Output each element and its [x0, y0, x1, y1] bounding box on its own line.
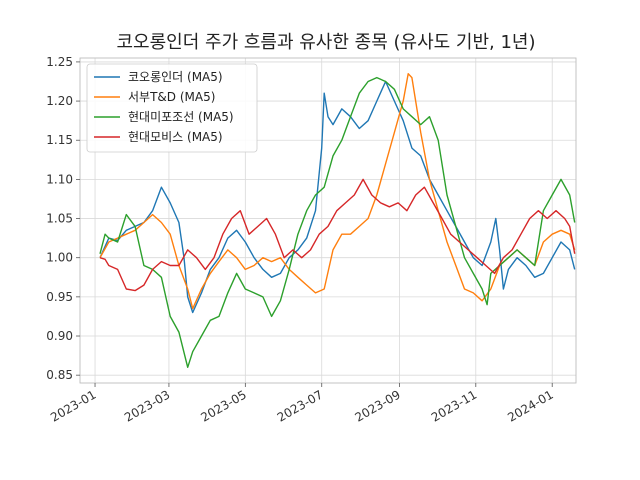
legend: 코오롱인더 (MA5) 서부T&D (MA5) 현대미포조선 (MA5) 현대모비스 …: [86, 63, 258, 153]
y-tick-label: 0.95: [46, 290, 73, 304]
plot-area-frame: [79, 57, 577, 384]
y-tick-label: 0.90: [46, 329, 73, 343]
chart-title: 코오롱인더 주가 흐름과 유사한 종목 (유사도 기반, 1년): [116, 32, 535, 53]
x-axis: 2023-01 2023-03 2023-05 2023-07 2023-09 2023-…: [48, 383, 556, 425]
y-tick-label: 1.25: [46, 55, 73, 69]
series-line-3: [99, 178, 576, 292]
y-tick-label: 1.20: [46, 94, 73, 108]
x-tick-label: 2024-01: [505, 387, 555, 424]
y-tick-label: 1.05: [46, 212, 73, 226]
x-tick-label: 2023-07: [275, 387, 325, 424]
legend-box: [86, 63, 258, 153]
x-tick-label: 2023-01: [48, 387, 98, 424]
series-line-1: [99, 73, 576, 310]
legend-label: 서부T&D (MA5): [128, 90, 215, 104]
y-tick-label: 0.85: [46, 368, 73, 382]
y-axis: 0.85 0.90 0.95 1.00 1.05 1.10 1.15 1.20 1.25: [46, 55, 80, 382]
y-tick-label: 1.15: [46, 133, 73, 147]
x-tick-label: 2023-05: [198, 387, 248, 424]
y-tick-label: 1.00: [46, 251, 73, 265]
legend-label: 코오롱인더 (MA5): [128, 70, 223, 84]
x-tick-label: 2023-09: [352, 387, 402, 424]
y-tick-label: 1.10: [46, 172, 73, 186]
x-tick-label: 2023-11: [429, 387, 479, 424]
series-line-2: [99, 76, 576, 368]
x-tick-label: 2023-03: [122, 387, 172, 424]
legend-label: 현대모비스 (MA5): [128, 130, 223, 144]
series-layer: [99, 73, 576, 368]
legend-label: 현대미포조선 (MA5): [128, 110, 234, 124]
